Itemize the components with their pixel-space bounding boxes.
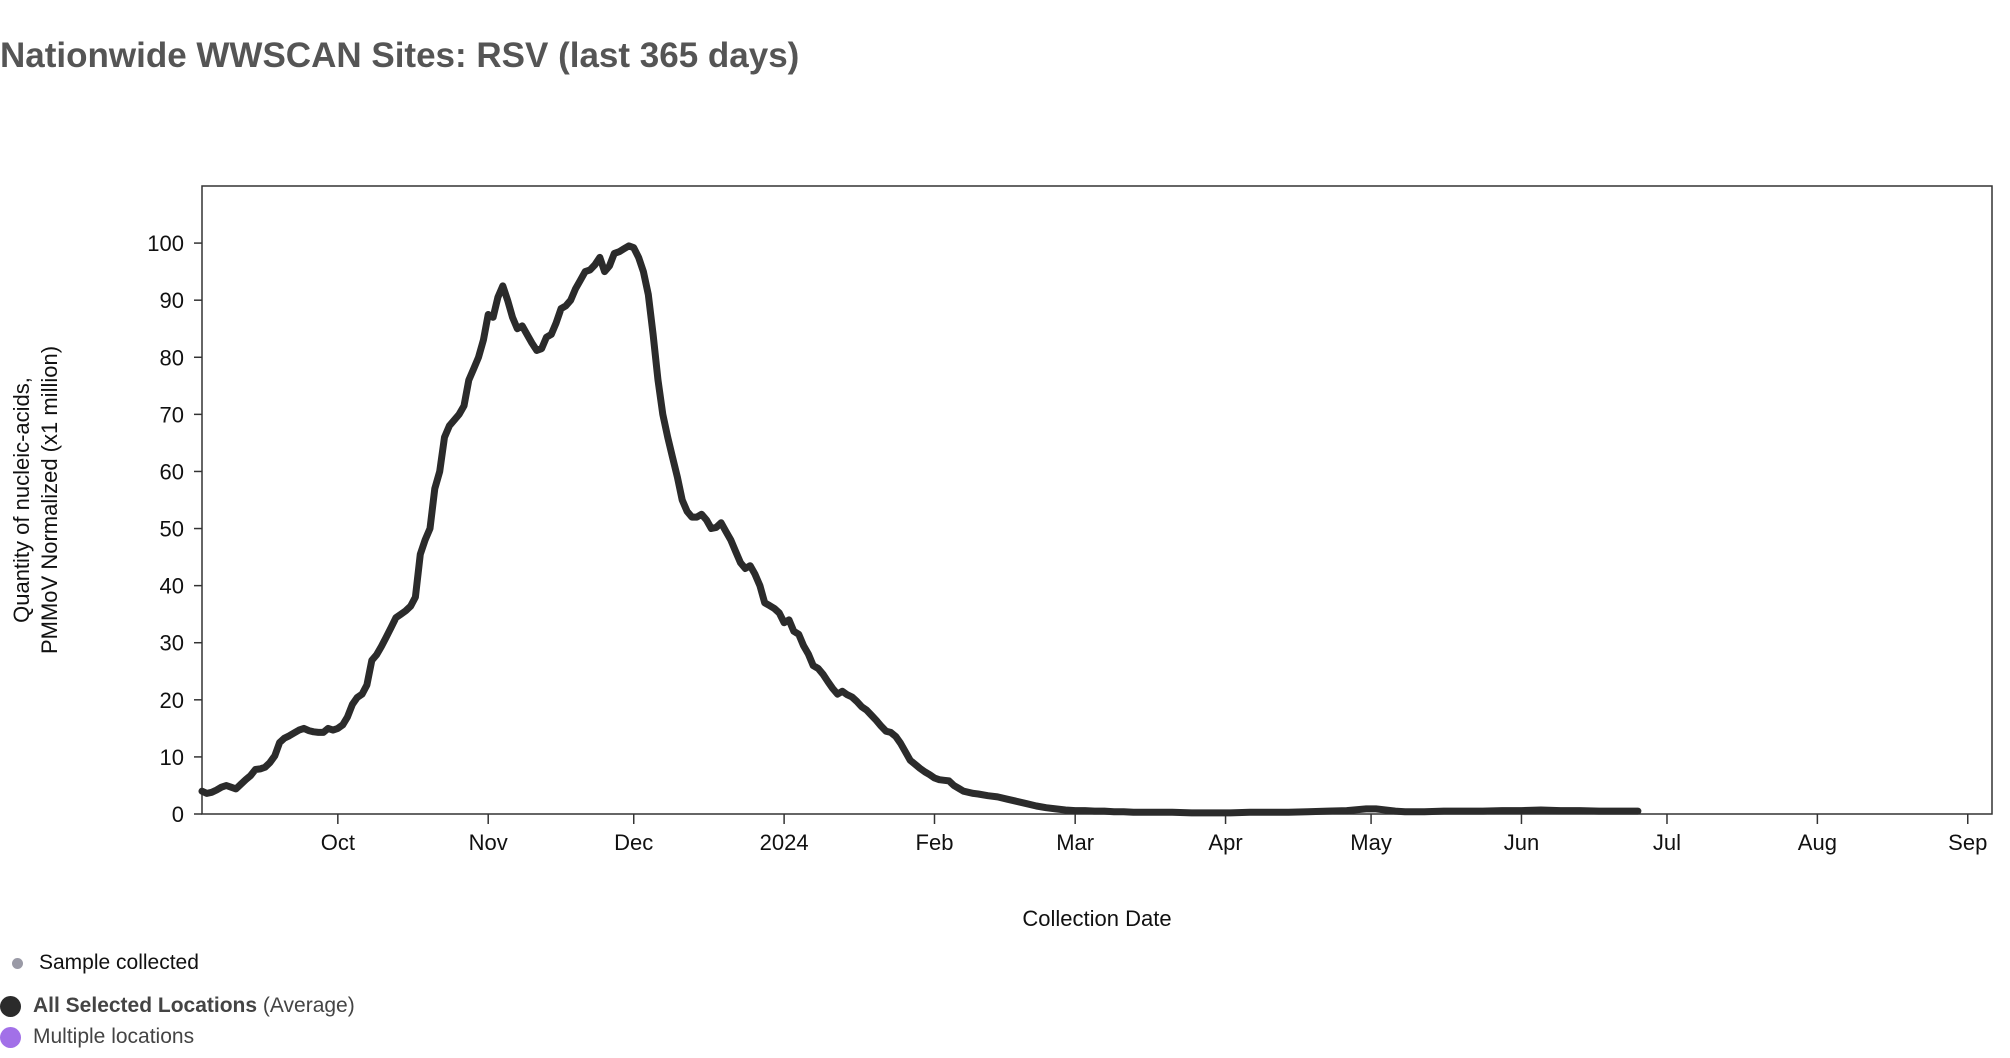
y-tick-label: 90 [160,288,184,313]
y-tick-label: 80 [160,345,184,370]
x-tick-label: Aug [1798,830,1837,855]
plot-frame [201,185,1993,815]
legend-all-selected-locations[interactable]: All Selected Locations (Average) [0,994,355,1018]
y-axis: 0 10 20 30 40 50 60 70 80 90 100 [147,231,202,827]
x-axis: Oct Nov Dec 2024 Feb Mar Apr May Jun Jul Aug Sep [321,814,1987,855]
y-tick-label: 0 [172,802,184,827]
chart-title: Nationwide WWSCAN Sites: RSV (last 365 d… [0,36,800,75]
x-tick-label: Sep [1948,830,1987,855]
x-tick-label: Feb [916,830,954,855]
sample-dot-icon [12,957,23,969]
y-tick-label: 40 [160,574,184,599]
all-locations-dot-icon [0,995,21,1017]
x-tick-label: Jul [1653,830,1681,855]
multiple-locations-dot-icon [0,1026,21,1048]
legend-multiple-label: Multiple locations [33,1025,195,1048]
y-tick-label: 50 [160,517,184,542]
series-line [198,242,1642,817]
x-tick-label: Jun [1504,830,1539,855]
legend-multiple-locations[interactable]: Multiple locations [0,1025,194,1049]
y-tick-label: 10 [160,745,184,770]
x-tick-label: May [1350,830,1392,855]
y-tick-label: 30 [160,631,184,656]
x-tick-label: 2024 [760,830,809,855]
x-axis-label: Collection Date [1022,906,1171,931]
x-tick-label: Apr [1208,830,1242,855]
y-tick-label: 60 [160,459,184,484]
x-tick-label: Dec [614,830,653,855]
x-tick-label: Nov [469,830,508,855]
y-tick-label: 20 [160,688,184,713]
legend-all-suffix: (Average) [262,994,355,1017]
legend-all-label: All Selected Locations [33,994,258,1017]
legend-sample-label: Sample collected [39,951,199,974]
y-axis-label-line-2: PMMoV Normalized (x1 million) [37,346,62,654]
legend-sample-collected: Sample collected [0,951,199,975]
y-axis-label: Quantity of nucleic-acids, PMMoV Normali… [9,346,62,654]
y-tick-label: 100 [147,231,184,256]
series-all-selected-locations [198,242,1642,817]
x-tick-label: Mar [1056,830,1094,855]
y-tick-label: 70 [160,402,184,427]
y-axis-label-line-1: Quantity of nucleic-acids, [9,377,34,623]
x-tick-label: Oct [321,830,355,855]
